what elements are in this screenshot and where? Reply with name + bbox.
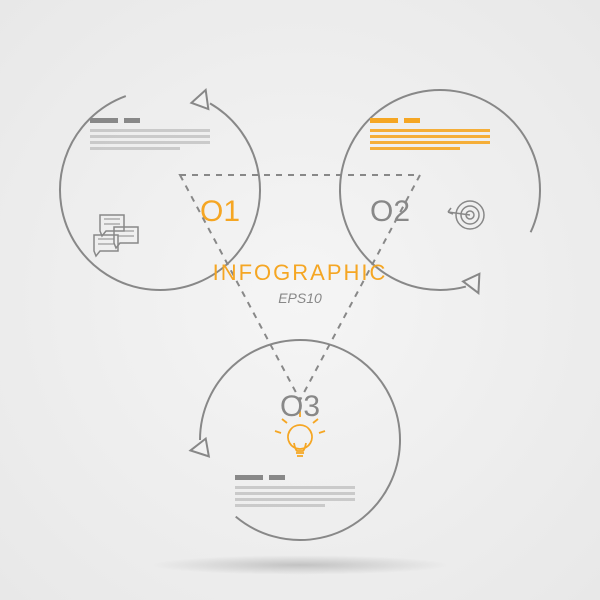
heading-bars [370, 118, 500, 123]
heading-bars [235, 475, 365, 480]
step-number-2: O2 [360, 195, 420, 229]
step-text-3 [235, 475, 365, 507]
placeholder-lines [235, 486, 365, 507]
center-title-block: INFOGRAPHIC EPS10 [200, 260, 400, 306]
heading-bars [90, 118, 220, 123]
step-text-1 [90, 118, 220, 150]
target-icon [448, 201, 484, 229]
center-title: INFOGRAPHIC [200, 260, 400, 286]
circle-3 [189, 340, 400, 540]
infographic-stage: INFOGRAPHIC EPS10 O1 O2 O3 [0, 0, 600, 600]
step-text-2 [370, 118, 500, 150]
step-number-1: O1 [190, 195, 250, 229]
placeholder-lines [370, 129, 500, 150]
placeholder-lines [90, 129, 220, 150]
center-subtitle: EPS10 [200, 290, 400, 306]
chat-bubbles-icon [94, 215, 138, 256]
step-number-3: O3 [270, 390, 330, 424]
